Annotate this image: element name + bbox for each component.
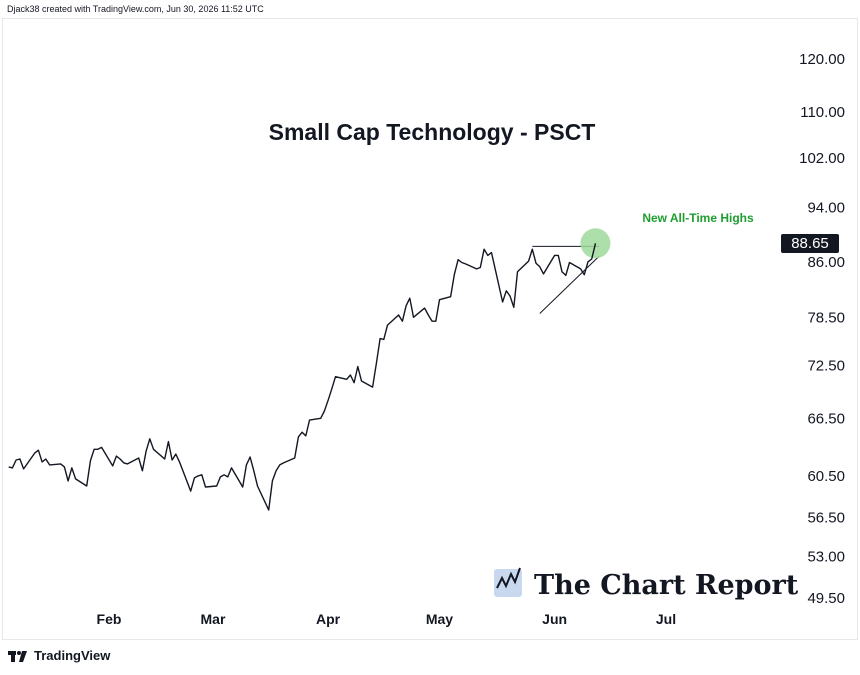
y-tick-label: 66.50 — [807, 410, 845, 427]
y-tick-label: 49.50 — [807, 590, 845, 607]
y-tick-label: 120.00 — [799, 51, 845, 68]
last-price-badge-bg — [781, 234, 839, 253]
x-tick-label: Jul — [656, 611, 676, 627]
y-tick-label: 110.00 — [800, 104, 845, 121]
chart-report-watermark: The Chart Report — [494, 567, 799, 601]
last-price-badge: 88.65 — [781, 234, 839, 253]
watermark-text: The Chart Report — [534, 570, 799, 601]
x-axis: Feb Mar Apr May Jun Jul — [97, 611, 677, 627]
x-tick-label: May — [426, 611, 453, 627]
chart-frame — [2, 18, 858, 640]
tradingview-label: TradingView — [34, 648, 111, 663]
chart-title: Small Cap Technology - PSCT — [269, 119, 596, 145]
tradingview-brand: TradingView — [8, 648, 110, 663]
last-price-badge-value: 88.65 — [791, 235, 829, 252]
x-tick-label: Mar — [201, 611, 226, 627]
y-axis: 120.00 110.00 102.00 94.00 86.00 78.50 72.50 66… — [799, 51, 845, 607]
y-tick-label: 102.00 — [799, 150, 845, 167]
trendline-rising-support — [539, 255, 600, 314]
y-tick-label: 94.00 — [807, 200, 845, 217]
tradingview-logo-icon — [8, 650, 27, 662]
y-tick-label: 53.00 — [807, 548, 845, 565]
x-tick-label: Feb — [97, 611, 122, 627]
y-tick-label: 56.50 — [807, 509, 845, 526]
y-tick-label: 72.50 — [807, 358, 845, 375]
x-tick-label: Jun — [542, 611, 567, 627]
price-line — [8, 243, 597, 511]
y-tick-label: 78.50 — [807, 309, 845, 326]
chart-report-logo-icon — [494, 567, 522, 597]
chart-credit: Djack38 created with TradingView.com, Ju… — [7, 4, 264, 14]
y-tick-label: 86.00 — [807, 254, 845, 271]
series-group — [8, 243, 597, 511]
all-time-highs-annotation: New All-Time Highs — [642, 211, 754, 225]
x-tick-label: Apr — [316, 611, 341, 627]
y-tick-label: 60.50 — [807, 468, 845, 485]
